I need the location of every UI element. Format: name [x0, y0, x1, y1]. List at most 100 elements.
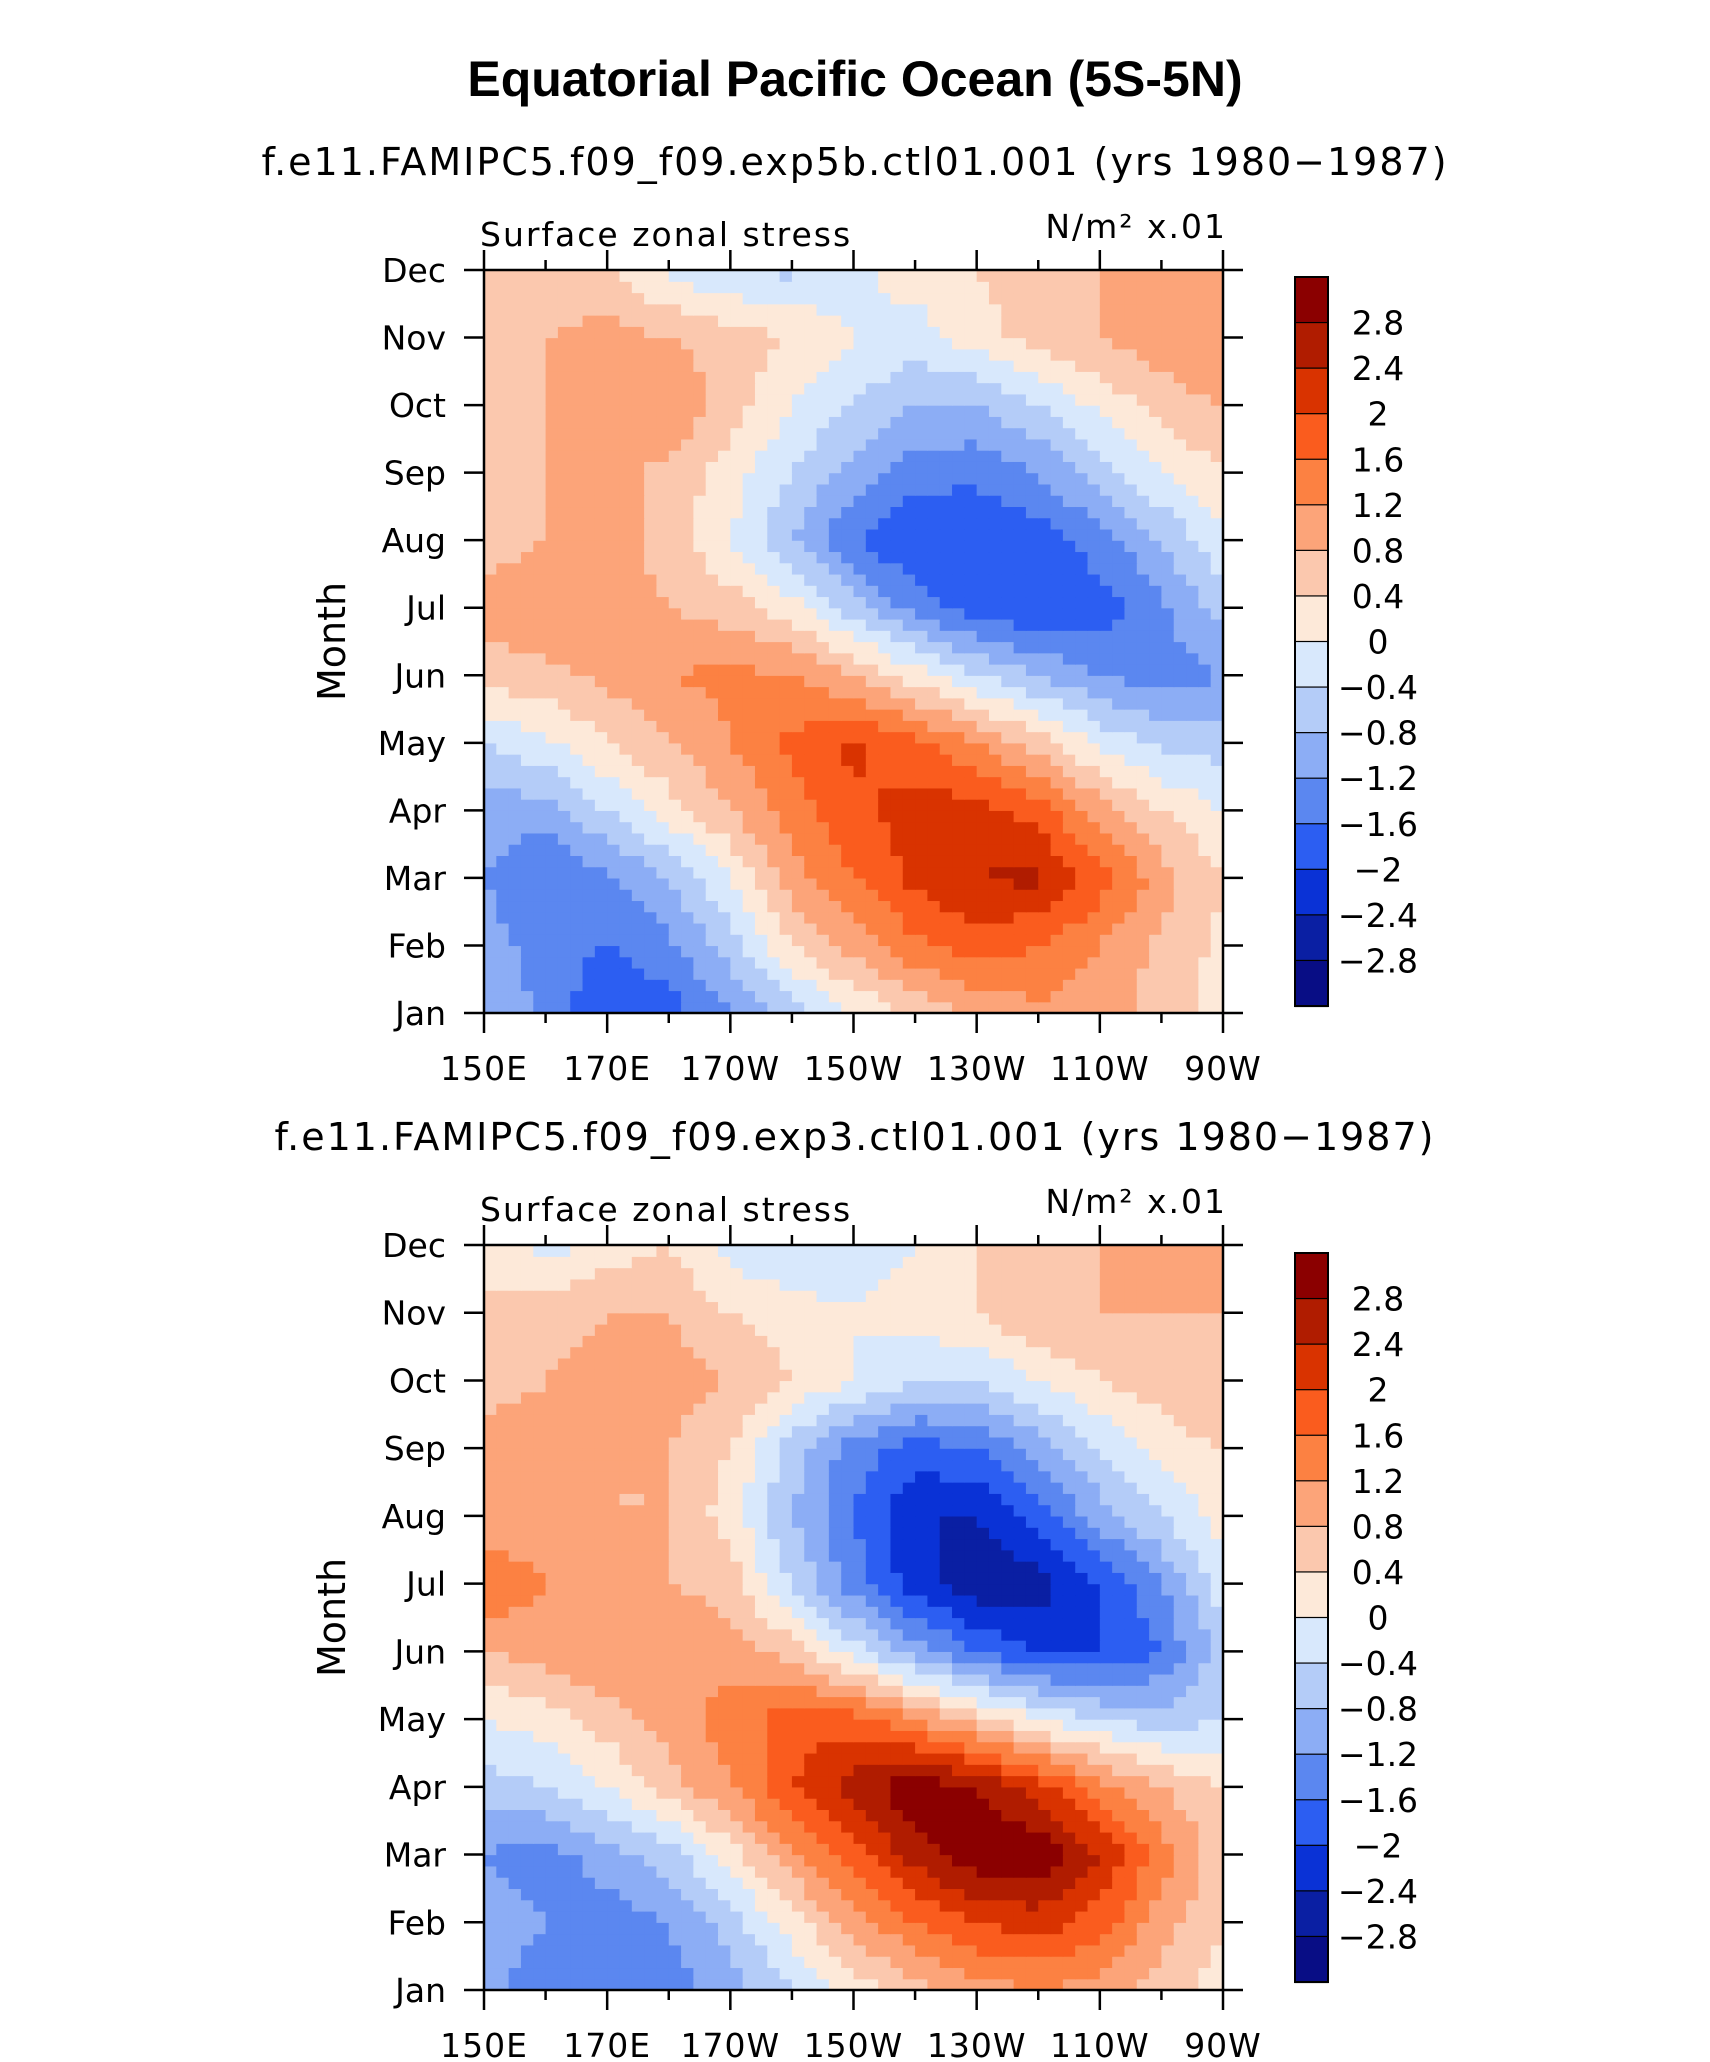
field-cell — [533, 292, 547, 305]
field-cell — [1062, 821, 1076, 834]
field-cell — [1149, 697, 1163, 710]
field-cell — [1136, 1888, 1150, 1901]
field-cell — [1210, 540, 1224, 553]
field-cell — [1198, 900, 1212, 913]
field-cell — [533, 1001, 547, 1014]
field-cell — [508, 1978, 522, 1991]
field-cell — [681, 956, 694, 969]
field-cell — [1124, 371, 1138, 384]
field-cell — [754, 979, 768, 992]
field-cell — [976, 742, 990, 755]
field-cell — [1001, 618, 1015, 631]
field-cell — [939, 315, 953, 327]
field-cell — [582, 303, 596, 316]
field-cell — [1210, 979, 1224, 992]
field-cell — [1161, 416, 1175, 429]
field-cell — [952, 911, 965, 924]
field-cell — [1001, 303, 1015, 316]
field-cell — [1087, 506, 1101, 519]
field-cell — [767, 382, 781, 395]
field-cell — [1136, 821, 1150, 834]
field-cell — [988, 652, 1002, 665]
field-cell — [865, 281, 879, 294]
field-cell — [1050, 281, 1064, 294]
field-cell — [1198, 709, 1212, 721]
field-cell — [853, 1933, 867, 1946]
field-cell — [496, 292, 510, 305]
field-cell — [878, 1910, 892, 1923]
field-cell — [841, 326, 855, 339]
field-cell — [902, 528, 916, 541]
field-cell — [668, 303, 682, 316]
field-cell — [828, 979, 842, 992]
field-cell — [1124, 720, 1138, 733]
field-cell — [631, 979, 645, 992]
field-cell — [1112, 371, 1126, 384]
field-cell — [1087, 360, 1101, 372]
field-cell — [1173, 686, 1187, 699]
field-cell — [656, 1978, 670, 1991]
field-cell — [1198, 618, 1212, 631]
field-cell — [890, 1944, 904, 1957]
field-cell — [853, 877, 867, 890]
field-cell — [804, 799, 818, 811]
field-cell — [767, 765, 781, 778]
field-cell — [693, 844, 707, 856]
field-cell — [557, 979, 571, 992]
field-cell — [656, 416, 670, 429]
field-cell — [952, 697, 965, 710]
field-cell — [1001, 1888, 1015, 1901]
field-cell — [742, 281, 756, 294]
field-cell — [668, 1888, 682, 1901]
field-cell — [742, 438, 756, 451]
field-cell — [496, 765, 510, 778]
field-cell — [828, 765, 842, 778]
field-cell — [1149, 686, 1163, 699]
field-cell — [718, 979, 731, 992]
field-cell — [705, 922, 719, 935]
field-cell — [939, 765, 953, 778]
field-cell — [1198, 506, 1212, 519]
field-cell — [1038, 900, 1052, 913]
field-cell — [1050, 810, 1064, 823]
field-cell — [668, 270, 682, 282]
field-cell — [902, 1888, 916, 1901]
field-cell — [693, 427, 707, 440]
field-cell — [804, 866, 818, 879]
field-cell — [1013, 956, 1027, 969]
field-cell — [865, 315, 879, 327]
field-cell — [656, 652, 670, 665]
field-cell — [1038, 360, 1052, 372]
field-cell — [902, 416, 916, 429]
field-cell — [533, 844, 547, 856]
field-cell — [681, 832, 694, 845]
field-cell — [791, 450, 805, 462]
field-cell — [1161, 1956, 1175, 1969]
field-cell — [1001, 900, 1015, 913]
field-cell — [1087, 787, 1101, 800]
field-cell — [791, 495, 805, 508]
field-cell — [570, 1877, 584, 1890]
field-cell — [1075, 844, 1089, 856]
field-cell — [582, 393, 596, 406]
field-cell — [619, 934, 633, 947]
field-cell — [878, 618, 892, 631]
field-cell — [557, 664, 571, 676]
field-cell — [619, 337, 633, 350]
field-cell — [865, 506, 879, 519]
field-cell — [496, 1001, 510, 1014]
field-cell — [582, 450, 596, 462]
field-cell — [718, 1809, 731, 1822]
field-cell — [1198, 990, 1212, 1003]
field-cell — [1210, 1933, 1224, 1946]
field-cell — [1038, 754, 1052, 766]
field-cell — [742, 1910, 756, 1923]
field-cell — [927, 821, 941, 834]
field-cell — [902, 821, 916, 834]
field-cell — [520, 686, 534, 699]
field-cell — [878, 630, 892, 643]
field-cell — [668, 799, 682, 811]
field-cell — [681, 461, 694, 474]
field-cell — [520, 270, 534, 282]
field-cell — [496, 405, 510, 417]
